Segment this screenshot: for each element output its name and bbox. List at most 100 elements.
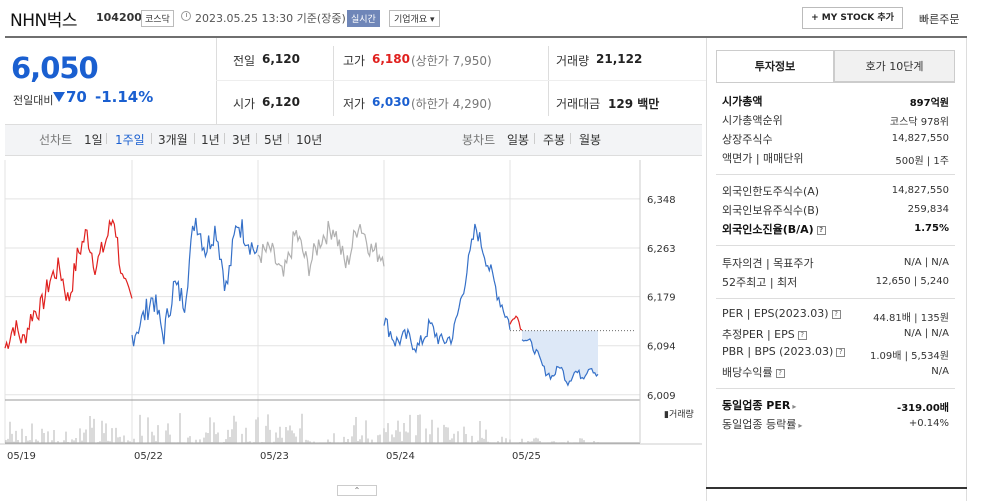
amount-label: 거래대금: [556, 97, 601, 111]
price-divider: [216, 38, 217, 124]
per-eps-value: 44.81배 | 135원: [873, 313, 949, 324]
foreign-limit-value: 14,827,550: [891, 185, 949, 196]
help-icon[interactable]: ?: [836, 347, 846, 357]
low-value: 6,030: [372, 95, 410, 109]
help-icon[interactable]: ?: [816, 225, 826, 235]
per-eps-text: PER | EPS(2023.03): [722, 307, 829, 320]
tab-order-book[interactable]: 호가 10단계: [834, 50, 955, 82]
volume-label: 거래량: [556, 54, 590, 68]
x-tick-label: 05/24: [386, 451, 415, 462]
par-value-label: 액면가 | 매매단위: [722, 152, 804, 165]
help-icon[interactable]: ?: [797, 330, 807, 340]
current-price: 6,050: [11, 51, 99, 85]
est-per-label: 추정PER | EPS?: [722, 326, 807, 342]
open-label: 시가: [233, 97, 256, 111]
low-label: 저가: [343, 97, 366, 111]
quick-order-link[interactable]: 빠른주문: [919, 13, 960, 26]
tab-invest-info[interactable]: 투자정보: [716, 50, 834, 82]
separator: [224, 133, 225, 144]
volume-value: 21,122: [596, 52, 643, 66]
prev-close-value: 6,120: [262, 52, 300, 66]
dividend-label: 배당수익률?: [722, 364, 785, 380]
y-tick-label: 6,348: [647, 195, 676, 206]
industry-change-label[interactable]: 동일업종 등락률 ▸: [722, 416, 802, 432]
market-cap-value: 897억원: [909, 98, 949, 109]
amount-value: 129 백만: [608, 97, 660, 111]
period-1y[interactable]: 1년: [201, 133, 220, 147]
y-tick-label: 6,263: [647, 244, 676, 255]
week52-label: 52주최고 | 최저: [722, 276, 798, 289]
clock-icon: [181, 11, 191, 21]
market-cap-rank-value: 코스닥 978위: [889, 117, 949, 128]
section-divider: [716, 298, 955, 299]
market-cap-label: 시가총액: [722, 95, 763, 108]
week52-value: 12,650 | 5,240: [875, 276, 949, 287]
change-amount: 70: [66, 88, 87, 106]
datetime-text: 2023.05.25 13:30 기준(장중): [195, 12, 346, 25]
opinion-value: N/A | N/A: [903, 257, 949, 268]
chevron-right-icon: ▸: [798, 421, 803, 430]
market-cap-rank-label: 시가총액순위: [722, 114, 783, 127]
separator: [256, 133, 257, 144]
separator: [570, 133, 571, 144]
period-3m[interactable]: 3개월: [158, 133, 188, 147]
add-my-stock-button[interactable]: + MY STOCK 추가: [802, 7, 903, 29]
period-1d[interactable]: 1일: [84, 133, 103, 147]
chevron-right-icon: ▸: [792, 402, 797, 411]
company-overview-dropdown[interactable]: 기업개요 ▾: [389, 10, 440, 27]
quote-row-divider: [216, 80, 706, 81]
candle-weekly[interactable]: 주봉: [543, 133, 566, 147]
period-1w[interactable]: 1주일: [115, 133, 145, 147]
quote-divider: [548, 46, 549, 116]
per-eps-label: PER | EPS(2023.03)?: [722, 307, 841, 320]
section-divider: [716, 245, 955, 246]
separator: [288, 133, 289, 144]
header-divider: [5, 36, 967, 38]
industry-change-value: +0.14%: [908, 418, 949, 429]
candle-daily[interactable]: 일봉: [507, 133, 530, 147]
dividend-value: N/A: [931, 366, 949, 377]
price-line-segment: [521, 338, 599, 387]
period-10y[interactable]: 10년: [296, 133, 323, 147]
invest-info-panel: [706, 38, 967, 501]
price-line-segment: [4, 218, 133, 349]
down-arrow-icon: [53, 92, 65, 102]
stock-name: NHN벅스: [10, 11, 78, 31]
par-value-value: 500원 | 1주: [895, 156, 949, 167]
foreign-ratio-text: 외국인소진율(B/A): [722, 223, 814, 236]
period-3y[interactable]: 3년: [232, 133, 251, 147]
pbr-bps-label: PBR | BPS (2023.03)?: [722, 345, 846, 358]
price-line-segment: [383, 223, 511, 354]
est-per-text: 추정PER | EPS: [722, 328, 795, 341]
open-value: 6,120: [262, 95, 300, 109]
high-value: 6,180: [372, 52, 410, 66]
panel-bottom-border: [706, 487, 967, 489]
industry-per-value: -319.00배: [897, 403, 949, 414]
price-chart[interactable]: 6,348 6,263 6,179 6,094 6,009 05/19 05/22 05/23…: [0, 160, 702, 480]
industry-per-text: 동일업종 PER: [722, 399, 791, 412]
help-icon[interactable]: ?: [831, 309, 841, 319]
help-icon[interactable]: ?: [775, 368, 785, 378]
candle-monthly[interactable]: 월봉: [579, 133, 602, 147]
x-tick-label: 05/22: [134, 451, 163, 462]
price-line-segment: [257, 220, 385, 277]
prev-day-label: 전일대비: [13, 94, 54, 107]
line-chart-label: 선차트: [39, 133, 73, 147]
y-tick-label: 6,094: [647, 342, 676, 353]
y-tick-label: 6,009: [647, 391, 676, 402]
x-tick-label: 05/25: [512, 451, 541, 462]
chart-period-bar: [5, 124, 702, 156]
period-5y[interactable]: 5년: [264, 133, 283, 147]
quote-divider: [333, 46, 334, 116]
today-area-fill: [522, 330, 598, 386]
listed-shares-value: 14,827,550: [891, 133, 949, 144]
upper-limit: (상한가 7,950): [411, 54, 492, 68]
prev-close-label: 전일: [233, 54, 256, 68]
dividend-text: 배당수익률: [722, 366, 773, 379]
candle-chart-label: 봉차트: [462, 133, 496, 147]
collapse-chart-button[interactable]: ⌃: [337, 485, 377, 496]
pbr-bps-value: 1.09배 | 5,534원: [869, 351, 949, 362]
y-tick-label: 6,179: [647, 293, 676, 304]
industry-per-label[interactable]: 동일업종 PER ▸: [722, 397, 796, 413]
price-line-segment: [509, 315, 523, 331]
